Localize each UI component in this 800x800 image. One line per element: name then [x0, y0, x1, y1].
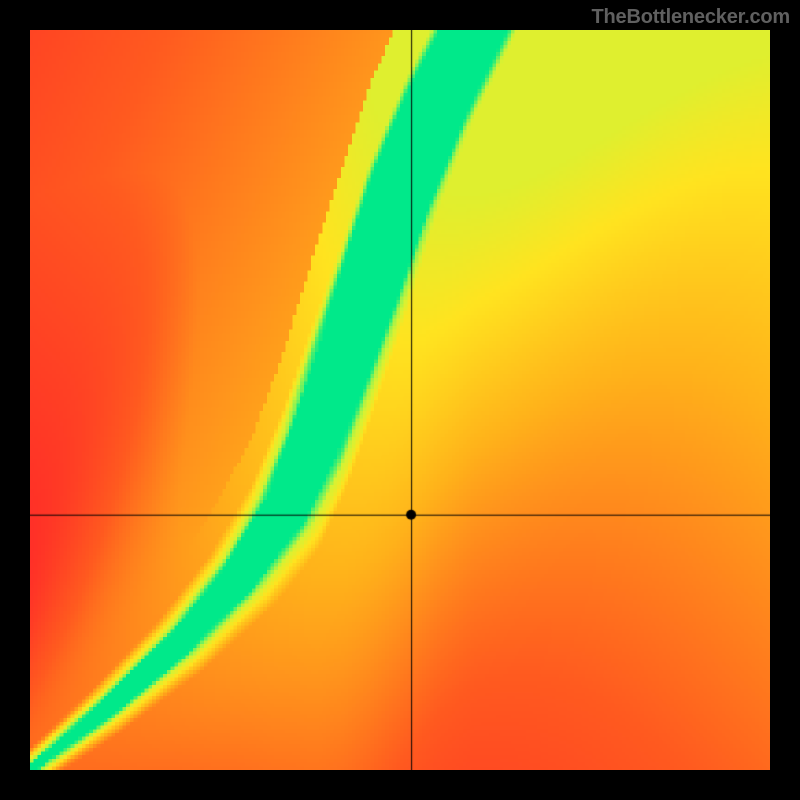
heatmap-canvas — [30, 30, 770, 770]
watermark-text: TheBottlenecker.com — [592, 6, 791, 29]
chart-container: TheBottlenecker.com — [0, 0, 800, 800]
